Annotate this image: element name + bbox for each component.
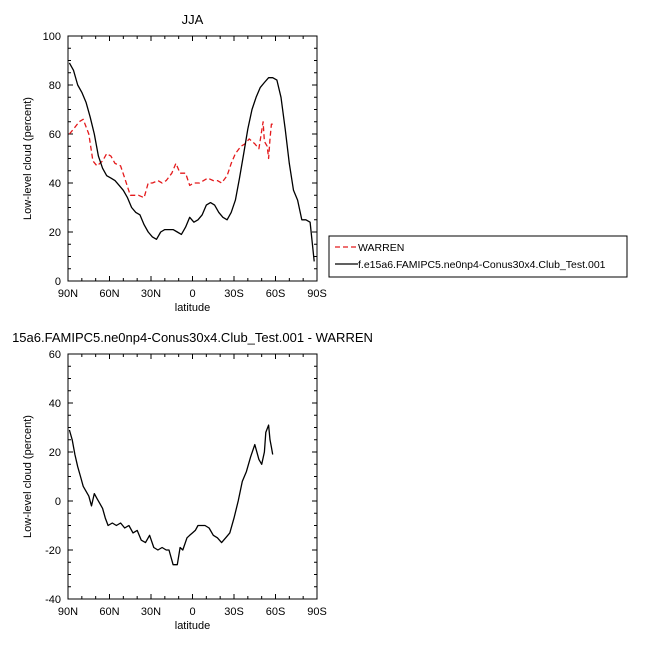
legend-box	[328, 235, 628, 278]
bottom-chart-x-tick-label: 90S	[307, 606, 327, 618]
top-chart-x-tick-label: 0	[189, 288, 195, 300]
top-chart-series-line-warren	[68, 118, 273, 199]
bottom-chart-y-tick-label: -20	[45, 545, 61, 557]
bottom-chart-x-tick-label: 30N	[141, 606, 161, 618]
top-chart-plot-frame	[67, 35, 318, 282]
bottom-chart-y-tick-label: -40	[45, 594, 61, 606]
bottom-chart-x-tick-label: 60S	[266, 606, 286, 618]
top-chart-y-tick-label: 60	[49, 129, 61, 141]
bottom-chart-x-tick-label: 30S	[224, 606, 244, 618]
bottom-chart-y-tick-label: 60	[49, 349, 61, 361]
top-chart-title: JJA	[182, 12, 204, 27]
top-chart-x-tick-label: 30S	[224, 288, 244, 300]
bottom-chart-title: 15a6.FAMIPC5.ne0np4-Conus30x4.Club_Test.…	[12, 330, 373, 345]
bottom-chart-y-tick-label: 0	[55, 496, 61, 508]
bottom-chart-series-line-0	[68, 424, 274, 566]
legend-label-0: WARREN	[358, 242, 404, 254]
top-chart-x-tick-label: 60N	[99, 288, 119, 300]
top-line-chart: JJA 90N 60N 30N 0 30S 60S 90S 0 20 40 60 80 100 latitu…	[22, 12, 327, 314]
top-chart-x-tick-label: 60S	[266, 288, 286, 300]
top-chart-y-tick-label: 20	[49, 227, 61, 239]
bottom-chart-y-axis-label: Low-level cloud (percent)	[22, 415, 34, 538]
bottom-chart-plot-frame	[67, 353, 318, 600]
top-chart-y-tick-label: 100	[43, 31, 61, 43]
bottom-difference-chart: 15a6.FAMIPC5.ne0np4-Conus30x4.Club_Test.…	[12, 330, 373, 632]
top-chart-legend: WARREN f.e15a6.FAMIPC5.ne0np4-Conus30x4.C…	[328, 235, 628, 278]
top-chart-y-tick-label: 0	[55, 276, 61, 288]
bottom-chart-y-tick-label: 40	[49, 398, 61, 410]
bottom-chart-x-axis-label: latitude	[175, 620, 210, 632]
legend-label-1: f.e15a6.FAMIPC5.ne0np4-Conus30x4.Club_Te…	[358, 259, 606, 271]
top-chart-x-tick-label: 90N	[58, 288, 78, 300]
top-chart-y-tick-label: 80	[49, 80, 61, 92]
top-chart-series-line-f	[68, 62, 315, 262]
top-chart-x-axis-label: latitude	[175, 302, 210, 314]
top-chart-x-tick-label: 30N	[141, 288, 161, 300]
bottom-chart-x-tick-label: 0	[189, 606, 195, 618]
top-chart-y-axis-label: Low-level cloud (percent)	[22, 97, 34, 220]
top-chart-y-tick-label: 40	[49, 178, 61, 190]
top-chart-x-tick-label: 90S	[307, 288, 327, 300]
bottom-chart-x-tick-label: 90N	[58, 606, 78, 618]
bottom-chart-x-tick-label: 60N	[99, 606, 119, 618]
bottom-chart-y-tick-label: 20	[49, 447, 61, 459]
